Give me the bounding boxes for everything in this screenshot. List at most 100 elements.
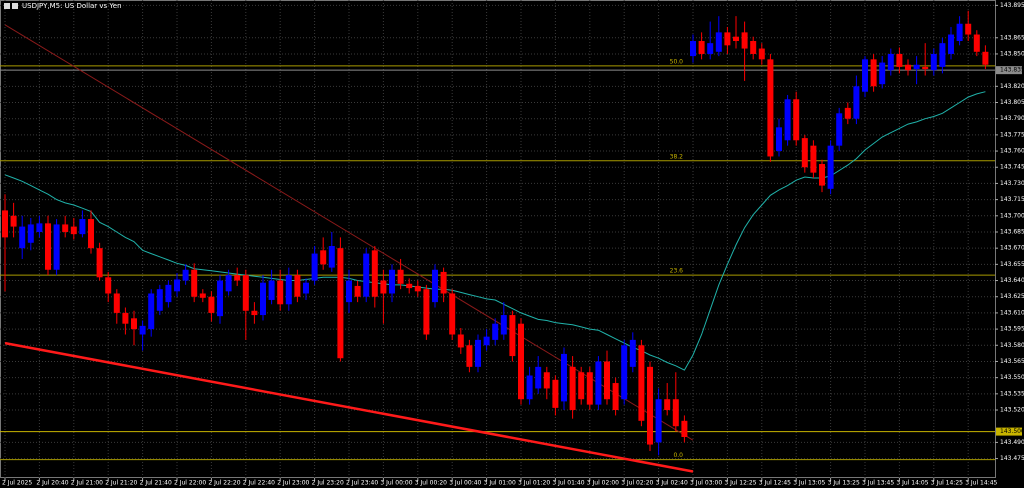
candle-body	[156, 289, 163, 311]
x-tick-label: 3 Jul 13:05	[793, 480, 825, 487]
candle-body	[672, 399, 679, 427]
candle-body	[836, 113, 843, 146]
candle-body	[586, 372, 593, 405]
candle-body	[397, 269, 404, 284]
candle-body	[406, 283, 413, 289]
candle-body	[217, 280, 223, 317]
y-tick-label: 143.625	[1000, 293, 1024, 300]
x-tick-label: 2 Jul 21:40	[140, 480, 172, 487]
candle-body	[389, 269, 395, 294]
candle-body	[690, 41, 696, 57]
candle-body	[337, 248, 344, 359]
candle-body	[698, 41, 705, 54]
candle-body	[320, 250, 327, 265]
y-tick-label: 143.730	[1000, 180, 1024, 187]
fib-label: 50.0	[670, 58, 684, 65]
candle-body	[182, 269, 189, 281]
candle-body	[612, 383, 619, 411]
candle-body	[870, 59, 877, 87]
candle-body	[62, 224, 69, 232]
candle-body	[260, 282, 266, 316]
candle-body	[45, 223, 51, 270]
x-tick-label: 3 Jul 14:25	[931, 480, 963, 487]
candle-body	[363, 253, 370, 297]
y-tick-label: 143.895	[1000, 2, 1024, 9]
candle-body	[801, 138, 808, 168]
candle-body	[724, 32, 731, 46]
x-tick-label: 2 Jul 22:20	[208, 480, 240, 487]
candle-body	[191, 269, 198, 297]
x-tick-label: 3 Jul 03:00	[690, 480, 722, 487]
candle-body	[2, 210, 8, 238]
candle-body	[105, 277, 112, 294]
candle-body	[862, 59, 868, 92]
candle-body	[242, 275, 249, 311]
x-tick-label: 2 Jul 21:00	[71, 480, 103, 487]
candle-body	[784, 99, 791, 141]
candle-body	[371, 250, 378, 297]
trendline	[4, 341, 694, 473]
fib-label: 23.6	[670, 268, 684, 275]
candle-body	[543, 372, 550, 389]
candle-body	[311, 253, 318, 281]
candle-body	[887, 53, 894, 71]
candle-body	[707, 43, 714, 54]
y-tick-label: 143.655	[1000, 261, 1024, 268]
candle-body	[518, 323, 524, 400]
candle-body	[466, 345, 473, 367]
candle-body	[647, 366, 653, 445]
candle-body	[53, 224, 60, 270]
y-tick-label: 143.805	[1000, 99, 1024, 106]
candle-body	[475, 339, 481, 367]
y-tick-label: 143.520	[1000, 407, 1024, 414]
x-tick-label: 2 Jul 23:20	[312, 480, 344, 487]
price-box	[996, 66, 1022, 75]
y-tick-label: 143.760	[1000, 148, 1024, 155]
plot-frame	[0, 0, 996, 478]
candle-body	[10, 215, 17, 227]
y-tick-label: 143.595	[1000, 326, 1024, 333]
candle-body	[251, 310, 258, 316]
candle-body	[131, 318, 137, 330]
candle-body	[449, 293, 456, 335]
x-tick-label: 2 Jul 22:00	[174, 480, 206, 487]
candle-body	[561, 353, 567, 402]
candle-body	[552, 379, 559, 408]
candle-body	[973, 34, 980, 52]
candle-body	[913, 64, 920, 70]
y-tick-label: 143.640	[1000, 277, 1024, 284]
x-tick-label: 2 Jul 22:40	[243, 480, 275, 487]
trendline	[4, 24, 694, 441]
candle-body	[346, 280, 352, 303]
candle-body	[896, 53, 903, 67]
y-tick-label: 143.715	[1000, 196, 1024, 203]
candle-body	[844, 107, 851, 119]
candle-body	[139, 325, 146, 335]
y-tick-label: 143.565	[1000, 358, 1024, 365]
price-label: 143.835	[1000, 67, 1024, 74]
candle-body	[715, 32, 722, 52]
candle-body	[440, 271, 447, 294]
candle-body	[535, 366, 542, 389]
x-tick-label: 3 Jul 13:45	[862, 480, 894, 487]
candle-body	[827, 145, 834, 189]
candle-body	[303, 282, 309, 294]
candle-body	[509, 315, 516, 357]
y-tick-label: 143.535	[1000, 390, 1024, 397]
x-tick-label: 3 Jul 02:00	[587, 480, 619, 487]
x-tick-label: 3 Jul 13:25	[828, 480, 860, 487]
candle-body	[629, 339, 636, 367]
y-tick-label: 143.610	[1000, 309, 1024, 316]
x-tick-label: 3 Jul 12:25	[724, 480, 756, 487]
x-tick-label: 2 Jul 23:40	[346, 480, 378, 487]
candle-body	[741, 32, 748, 49]
candle-body	[457, 334, 464, 348]
candle-body	[96, 248, 103, 278]
candle-body	[664, 399, 671, 411]
candle-body	[380, 280, 387, 294]
candle-body	[70, 226, 77, 235]
price-box	[996, 427, 1022, 436]
candle-body	[492, 323, 499, 340]
candle-body	[148, 293, 155, 330]
x-tick-label: 3 Jul 12:45	[759, 480, 791, 487]
